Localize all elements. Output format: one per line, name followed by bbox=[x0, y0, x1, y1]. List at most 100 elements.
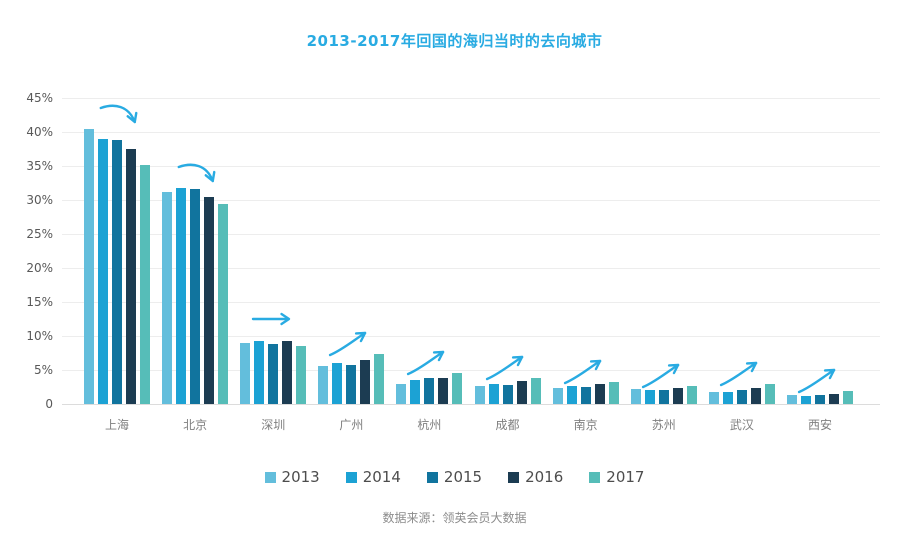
legend-item: 2013 bbox=[264, 468, 320, 486]
legend-label: 2014 bbox=[362, 468, 401, 486]
legend-label: 2013 bbox=[281, 468, 320, 486]
y-axis-label: 40% bbox=[26, 125, 53, 139]
gridline bbox=[62, 336, 880, 337]
gridline bbox=[62, 370, 880, 371]
bar bbox=[318, 365, 329, 404]
legend-swatch-icon bbox=[345, 471, 357, 483]
bar-group: 西安 bbox=[786, 98, 853, 432]
bar-group: 武汉 bbox=[708, 98, 775, 432]
bar bbox=[254, 341, 265, 404]
trend-up-arrow-icon bbox=[562, 356, 608, 386]
y-axis-label: 45% bbox=[26, 91, 53, 105]
bar bbox=[140, 165, 150, 404]
bar bbox=[240, 342, 251, 404]
bar bbox=[438, 378, 449, 404]
x-axis-label: 深圳 bbox=[261, 418, 286, 432]
y-axis-label: 15% bbox=[26, 295, 53, 309]
bar bbox=[672, 388, 683, 404]
trend-up-arrow-icon bbox=[327, 328, 373, 358]
y-axis-label: 30% bbox=[26, 193, 53, 207]
bar bbox=[410, 380, 421, 404]
gridline bbox=[62, 234, 880, 235]
x-axis-label: 成都 bbox=[495, 418, 520, 432]
gridline bbox=[62, 132, 880, 133]
bar bbox=[764, 384, 775, 404]
gridline bbox=[62, 404, 880, 405]
bar-group: 深圳 bbox=[240, 98, 307, 432]
bar bbox=[84, 128, 94, 404]
bar bbox=[190, 189, 201, 404]
bar bbox=[800, 395, 811, 404]
bar bbox=[722, 392, 733, 404]
bar-group: 广州 bbox=[318, 98, 385, 432]
bar bbox=[530, 378, 541, 404]
gridline bbox=[62, 302, 880, 303]
bar bbox=[644, 389, 655, 404]
legend-swatch-icon bbox=[508, 471, 520, 483]
trend-up-arrow-icon bbox=[640, 360, 686, 390]
legend: 2013 2014 2015 2016 2017 bbox=[0, 468, 909, 486]
bar bbox=[218, 204, 229, 404]
bar-group: 上海 bbox=[84, 98, 150, 432]
trend-up-arrow-icon bbox=[796, 365, 842, 395]
bar bbox=[708, 391, 719, 404]
legend-swatch-icon bbox=[426, 471, 438, 483]
bar bbox=[566, 386, 577, 404]
bar bbox=[516, 380, 527, 404]
bar bbox=[594, 384, 605, 404]
bar bbox=[552, 388, 563, 404]
bar bbox=[98, 138, 108, 404]
y-axis-label: 10% bbox=[26, 329, 53, 343]
legend-item: 2015 bbox=[426, 468, 483, 486]
legend-swatch-icon bbox=[589, 471, 601, 483]
bar bbox=[176, 188, 187, 404]
trend-up-arrow-icon bbox=[406, 347, 452, 377]
bar bbox=[162, 191, 173, 404]
trend-down-arrow-icon bbox=[97, 103, 143, 133]
data-source-caption: 数据来源：领英会员大数据 bbox=[382, 511, 527, 525]
bar-group: 成都 bbox=[474, 98, 541, 432]
legend-item: 2017 bbox=[589, 468, 644, 486]
y-axis-label: 5% bbox=[33, 363, 53, 377]
bar bbox=[360, 359, 371, 404]
bar-group: 苏州 bbox=[630, 98, 697, 432]
legend-label: 2016 bbox=[525, 468, 564, 486]
bar bbox=[268, 343, 279, 404]
bar bbox=[332, 363, 343, 404]
bar bbox=[204, 196, 215, 404]
x-axis-label: 杭州 bbox=[417, 418, 442, 432]
y-axis-label: 35% bbox=[26, 159, 53, 173]
trend-flat-arrow-icon bbox=[250, 301, 296, 331]
bar bbox=[828, 393, 839, 404]
bar bbox=[786, 395, 797, 404]
bar bbox=[502, 385, 513, 404]
bar bbox=[396, 383, 407, 404]
legend-item: 2016 bbox=[508, 468, 563, 486]
bar bbox=[296, 345, 307, 404]
x-axis-label: 北京 bbox=[183, 418, 208, 432]
bar bbox=[374, 353, 385, 404]
y-axis-label: 20% bbox=[26, 261, 53, 275]
y-axis-label: 25% bbox=[26, 227, 53, 241]
legend-label: 2017 bbox=[606, 468, 645, 486]
chart-title: 2013-2017年回国的海归当时的去向城市 bbox=[306, 32, 603, 50]
gridline bbox=[62, 268, 880, 269]
bar bbox=[452, 373, 463, 404]
x-axis-label: 南京 bbox=[573, 418, 598, 432]
plot-area: 上海 北京 深圳 广州 杭州 成都 南京 苏州 武汉 西安 bbox=[62, 98, 880, 432]
legend-label: 2015 bbox=[443, 468, 483, 486]
bar bbox=[112, 139, 122, 404]
x-axis-label: 西安 bbox=[807, 418, 832, 432]
bar bbox=[282, 341, 293, 404]
gridline bbox=[62, 200, 880, 201]
gridline bbox=[62, 98, 880, 99]
x-axis-label: 上海 bbox=[104, 418, 130, 432]
legend-swatch-icon bbox=[264, 471, 276, 483]
bar bbox=[750, 387, 761, 404]
bar-group: 南京 bbox=[552, 98, 619, 432]
bar bbox=[126, 149, 136, 404]
bar bbox=[424, 377, 435, 404]
bar-group: 北京 bbox=[162, 98, 229, 432]
bar bbox=[658, 389, 669, 404]
